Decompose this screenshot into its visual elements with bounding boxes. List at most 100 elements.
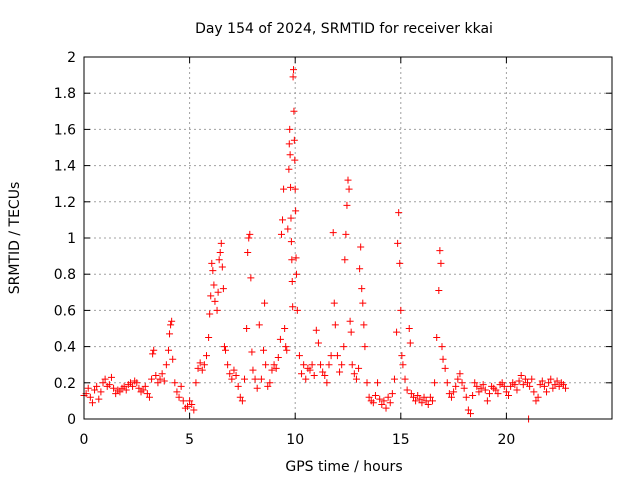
y-tick-label: 0 [67, 412, 76, 428]
data-point [310, 372, 318, 380]
data-point [88, 399, 96, 407]
data-point [149, 350, 157, 358]
ticks: 00.20.40.60.811.21.41.61.820 5 10 15 20 [54, 50, 612, 448]
data-point [356, 265, 364, 273]
data-point [292, 207, 300, 215]
data-point [481, 386, 489, 394]
data-point [289, 73, 297, 81]
data-point [376, 395, 384, 403]
data-point [350, 370, 358, 378]
data-point [466, 410, 474, 418]
data-point [462, 393, 470, 401]
data-point [530, 388, 538, 396]
data-point [394, 239, 402, 247]
data-point [135, 384, 143, 392]
data-point [393, 328, 401, 336]
data-point [209, 267, 217, 275]
data-point [286, 151, 294, 159]
data-point [241, 375, 249, 383]
data-point [228, 375, 236, 383]
data-point [395, 209, 403, 217]
data-point [545, 379, 553, 387]
data-point [441, 364, 449, 372]
y-tick-label: 0.6 [54, 303, 76, 319]
data-point [238, 397, 246, 405]
data-point [409, 393, 417, 401]
data-point [166, 330, 174, 338]
data-point [384, 393, 392, 401]
data-point [286, 125, 294, 133]
data-point [249, 366, 257, 374]
data-point [290, 66, 298, 74]
data-point [126, 379, 134, 387]
data-point [479, 381, 487, 389]
data-point [342, 230, 350, 238]
y-tick-label: 1.4 [54, 159, 76, 175]
data-point [308, 361, 316, 369]
data-point [357, 243, 365, 251]
data-point [458, 379, 466, 387]
data-point [244, 248, 252, 256]
data-point [285, 165, 293, 173]
data-point [443, 379, 451, 387]
data-point [515, 377, 523, 385]
data-point [433, 334, 441, 342]
data-point [262, 361, 270, 369]
data-point [323, 379, 331, 387]
data-point [171, 379, 179, 387]
data-point [319, 368, 327, 376]
data-point [355, 364, 363, 372]
data-point [164, 346, 172, 354]
data-point [517, 372, 525, 380]
data-point [511, 381, 519, 389]
y-tick-label: 1.6 [54, 122, 76, 138]
data-point [439, 355, 447, 363]
data-point [196, 359, 204, 367]
data-point [454, 375, 462, 383]
data-point [314, 339, 322, 347]
data-point [547, 375, 555, 383]
data-point [346, 317, 354, 325]
data-point [536, 381, 544, 389]
data-point [122, 386, 130, 394]
data-point [243, 325, 251, 332]
data-point [492, 386, 500, 394]
data-point [287, 238, 295, 246]
data-point [150, 346, 158, 354]
data-point [327, 352, 335, 360]
data-point [406, 339, 414, 347]
data-point [214, 288, 222, 296]
data-point [207, 292, 215, 300]
data-point [329, 229, 337, 237]
data-point [553, 377, 561, 385]
data-point [361, 343, 369, 351]
data-point [374, 379, 382, 387]
data-point [139, 386, 147, 394]
data-point [266, 379, 274, 387]
data-point [416, 395, 424, 403]
data-point [426, 393, 434, 401]
y-tick-label: 0.2 [54, 376, 76, 392]
data-point [500, 382, 508, 390]
data-point [129, 382, 137, 390]
data-point [292, 270, 300, 278]
data-point [202, 352, 210, 360]
data-point [505, 391, 513, 399]
data-point [483, 397, 491, 405]
data-point [281, 325, 289, 332]
data-point [418, 399, 426, 407]
x-tick-label: 5 [185, 432, 194, 448]
data-point [460, 384, 468, 392]
data-point [538, 377, 546, 385]
data-point [437, 259, 445, 267]
data-point [162, 361, 170, 369]
data-point [247, 274, 255, 282]
data-point [220, 343, 228, 351]
data-point [494, 390, 502, 398]
data-point [208, 259, 216, 267]
data-point [232, 372, 240, 380]
data-point [293, 306, 301, 314]
data-point [477, 384, 485, 392]
data-point [386, 399, 394, 407]
